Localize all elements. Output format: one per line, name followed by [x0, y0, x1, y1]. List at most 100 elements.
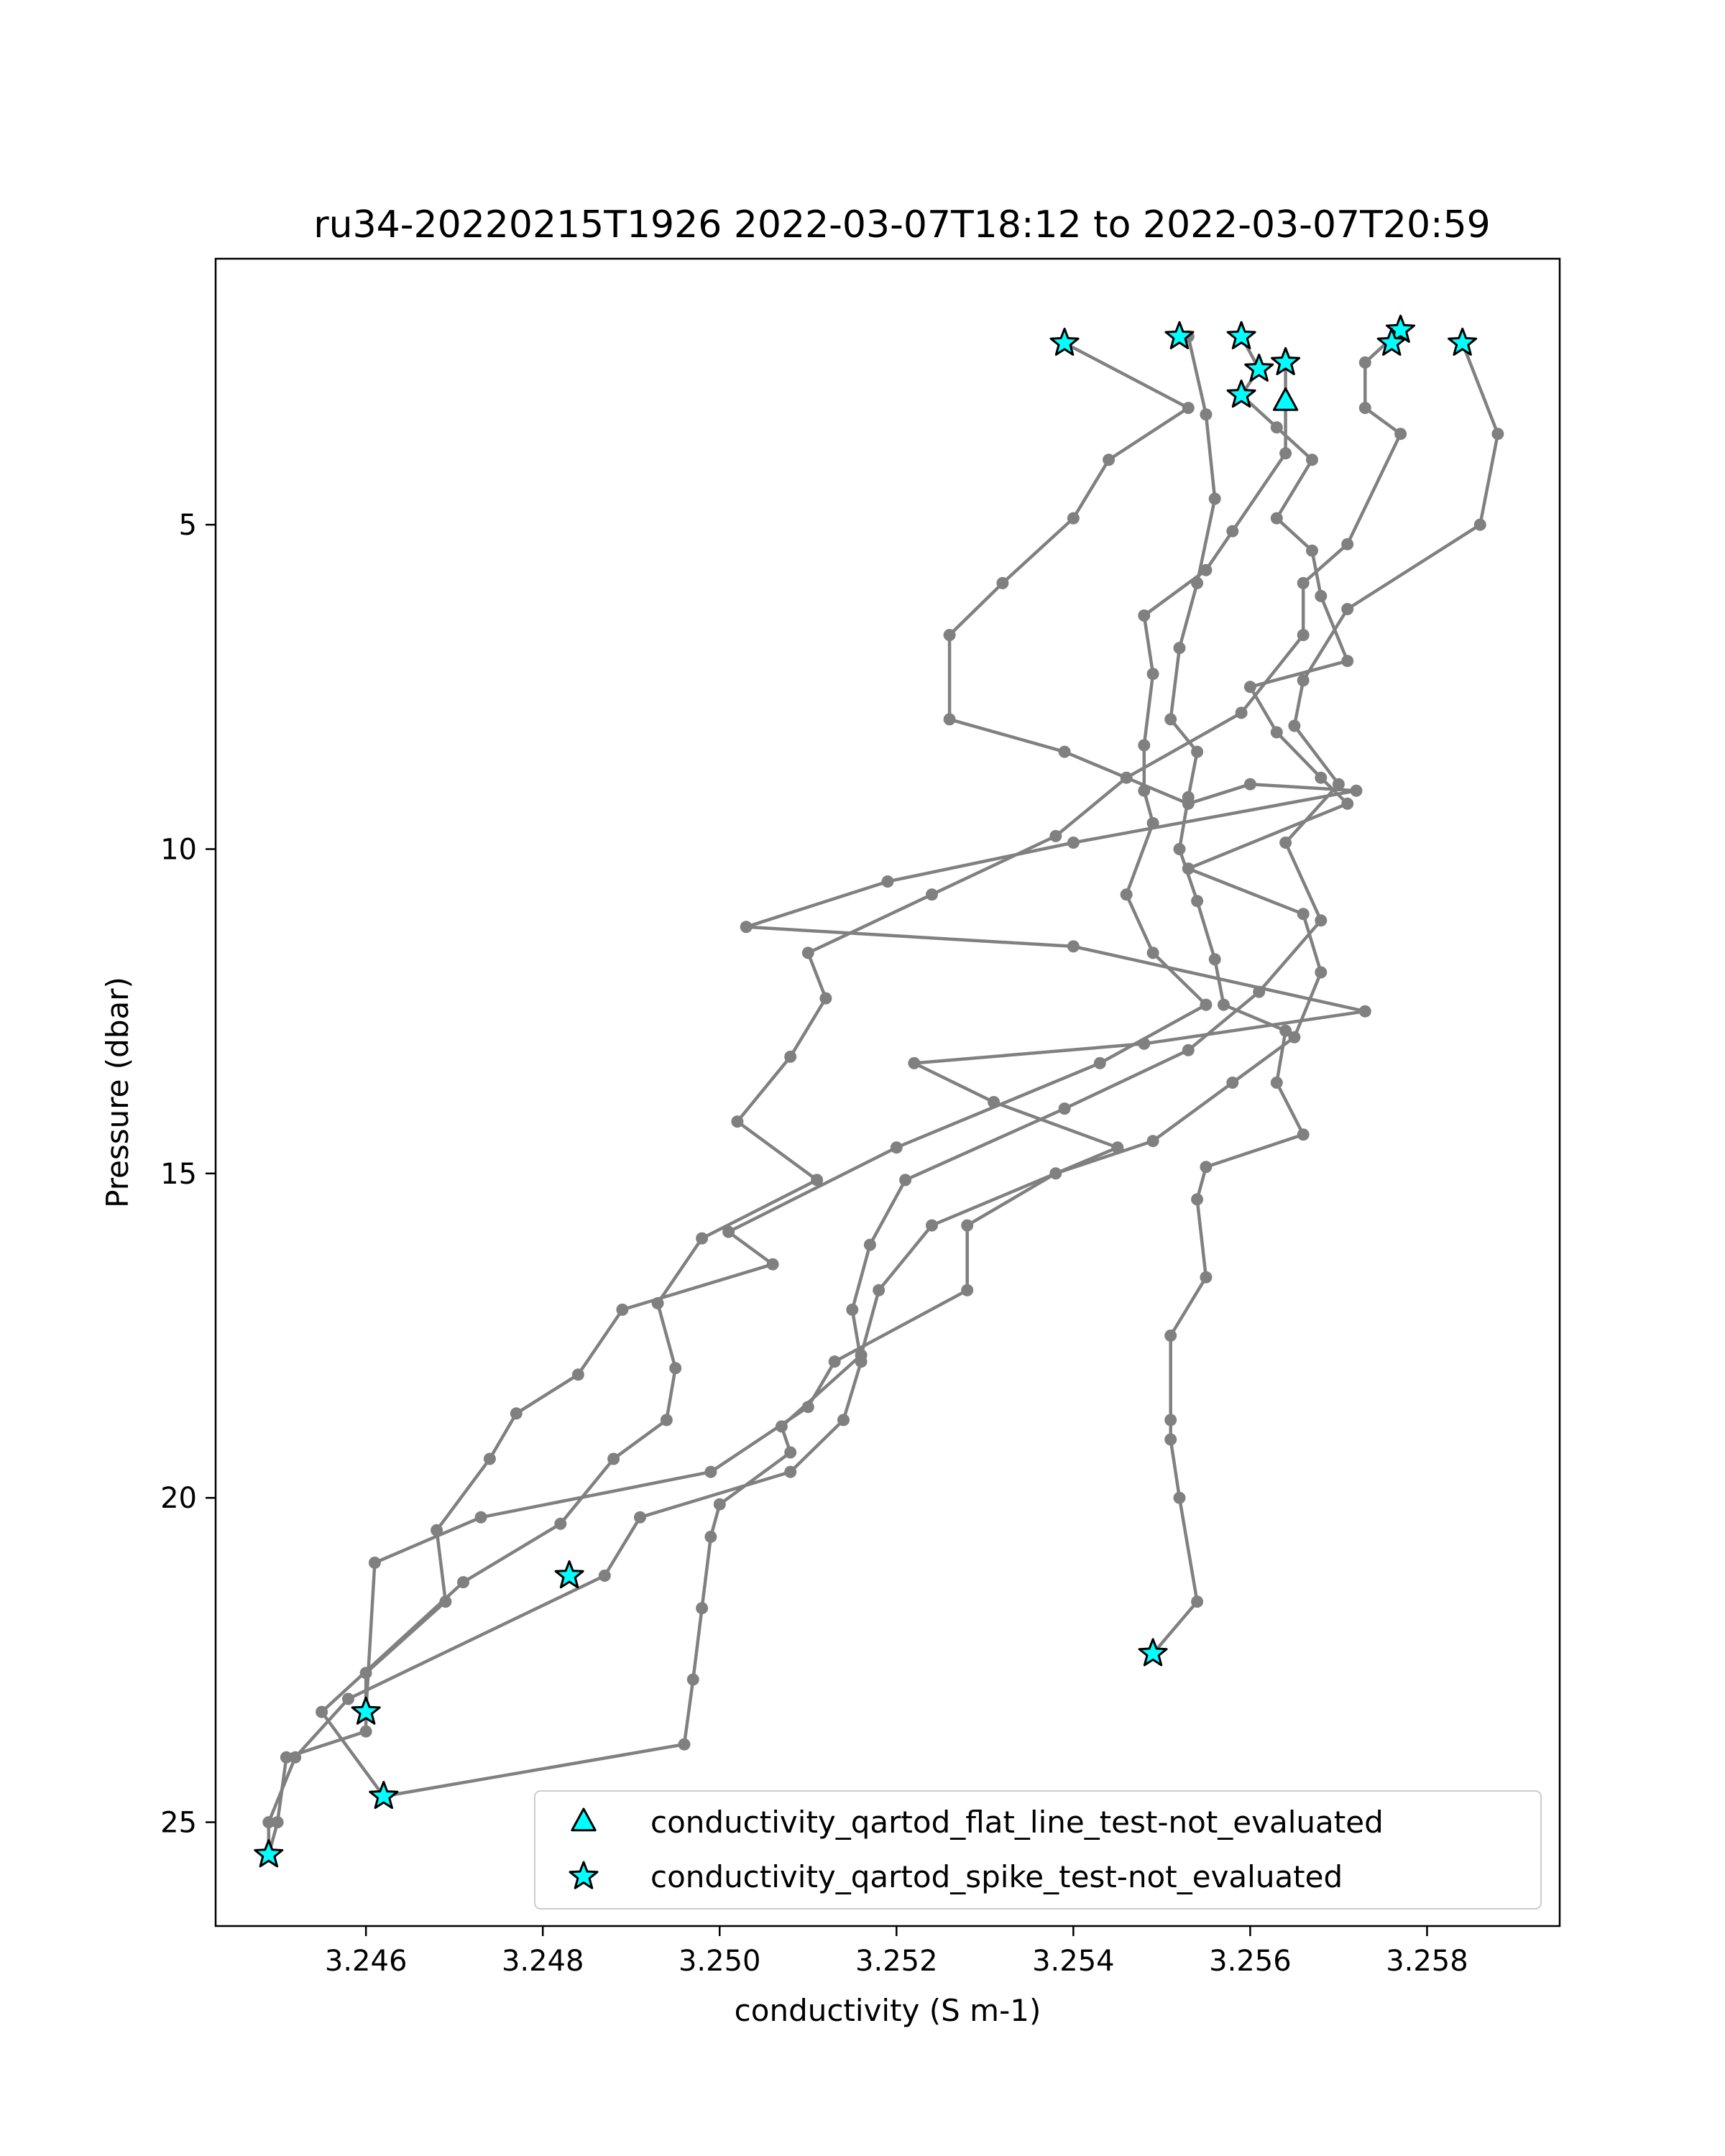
data-point — [1270, 1077, 1283, 1089]
data-point — [1473, 518, 1486, 531]
data-point — [1270, 421, 1283, 434]
data-point — [881, 875, 894, 888]
data-point — [696, 1232, 709, 1245]
data-point — [1173, 1491, 1186, 1504]
data-point — [271, 1816, 284, 1829]
y-tick-label: 20 — [160, 1482, 197, 1515]
data-point — [660, 1414, 673, 1427]
data-point — [846, 1303, 859, 1316]
y-ticks: 5 10 15 20 25 — [160, 509, 216, 1840]
profile-line-6 — [267, 342, 1500, 1855]
data-point — [457, 1576, 469, 1589]
data-point — [1288, 1031, 1301, 1044]
spike-flag-marker — [1376, 327, 1407, 356]
data-point — [961, 1219, 974, 1232]
data-point — [1058, 745, 1071, 758]
x-tick-label: 3.256 — [1209, 1945, 1292, 1978]
data-point — [961, 1284, 974, 1296]
spike-flag-marker — [1164, 321, 1195, 349]
data-point — [1315, 914, 1328, 927]
flat-line-flag-marker — [1272, 387, 1299, 411]
data-point — [1315, 966, 1328, 979]
spike-flag-marker — [1271, 346, 1301, 376]
x-tick-label: 3.252 — [855, 1945, 938, 1978]
data-point — [1341, 655, 1354, 668]
data-point — [1226, 1077, 1239, 1089]
data-point — [731, 1115, 744, 1128]
data-point — [784, 1465, 797, 1478]
data-point — [1146, 668, 1159, 681]
data-point — [342, 1692, 354, 1705]
data-point — [1358, 356, 1371, 369]
data-point — [1243, 778, 1256, 791]
data-point — [1191, 895, 1204, 908]
y-tick-label: 25 — [160, 1807, 197, 1840]
data-point — [439, 1595, 452, 1608]
data-point — [801, 946, 814, 959]
data-point — [1208, 953, 1221, 966]
data-point — [837, 1414, 850, 1427]
data-point — [1138, 739, 1151, 752]
data-point — [1182, 791, 1195, 803]
data-point — [1315, 589, 1328, 602]
data-point — [1253, 985, 1266, 998]
data-point — [1208, 492, 1221, 505]
data-point — [1306, 544, 1318, 557]
data-point — [483, 1452, 496, 1465]
x-tick-label: 3.254 — [1032, 1945, 1115, 1978]
legend-triangle-icon — [571, 1807, 597, 1832]
data-point — [669, 1362, 682, 1375]
x-tick-label: 3.246 — [325, 1945, 408, 1978]
data-point — [1138, 609, 1151, 622]
data-point — [368, 1557, 381, 1569]
data-point — [1146, 1135, 1159, 1148]
data-point — [1218, 998, 1230, 1011]
x-tick-label: 3.248 — [502, 1945, 584, 1978]
data-point — [1067, 837, 1080, 849]
data-point — [926, 888, 938, 901]
data-point — [1200, 563, 1213, 576]
data-point — [280, 1751, 293, 1764]
spike-flag-marker — [369, 1781, 399, 1810]
data-point — [1164, 713, 1177, 726]
data-point — [1146, 816, 1159, 829]
data-point — [1200, 408, 1213, 421]
data-point — [1164, 1433, 1177, 1446]
data-point — [1358, 402, 1371, 415]
data-point — [1049, 1167, 1062, 1180]
spike-flag-marker — [554, 1560, 584, 1589]
data-point — [510, 1407, 523, 1420]
data-point — [801, 1401, 814, 1414]
spike-flag-marker — [1226, 379, 1256, 408]
spike-flag-marker — [1138, 1638, 1168, 1667]
legend-label: conductivity_qartod_flat_line_test-not_e… — [650, 1805, 1384, 1840]
data-point — [1058, 1102, 1071, 1115]
data-point — [316, 1705, 328, 1718]
data-point — [1182, 402, 1195, 415]
data-point — [1191, 1595, 1204, 1608]
data-point — [1120, 888, 1133, 901]
data-point — [908, 1056, 921, 1069]
data-point — [828, 1355, 841, 1368]
data-point — [1341, 797, 1354, 810]
spike-flag-marker — [1386, 314, 1416, 343]
data-point — [996, 576, 1009, 589]
x-tick-label: 3.258 — [1386, 1945, 1468, 1978]
spike-flag-marker — [1049, 327, 1080, 356]
data-point — [1103, 453, 1116, 466]
chart-title: ru34-20220215T1926 2022-03-07T18:12 to 2… — [313, 203, 1490, 247]
x-tick-label: 3.250 — [678, 1945, 761, 1978]
data-point — [704, 1465, 717, 1478]
data-point — [1200, 998, 1213, 1011]
data-point — [722, 1225, 735, 1238]
data-point — [1279, 447, 1292, 460]
data-point — [431, 1524, 443, 1537]
data-point — [1297, 908, 1310, 921]
data-point — [890, 1141, 903, 1154]
data-point — [1164, 1330, 1177, 1342]
data-point — [1049, 829, 1062, 842]
data-point — [1067, 940, 1080, 953]
data-point — [1270, 512, 1283, 525]
data-point — [1297, 674, 1310, 687]
